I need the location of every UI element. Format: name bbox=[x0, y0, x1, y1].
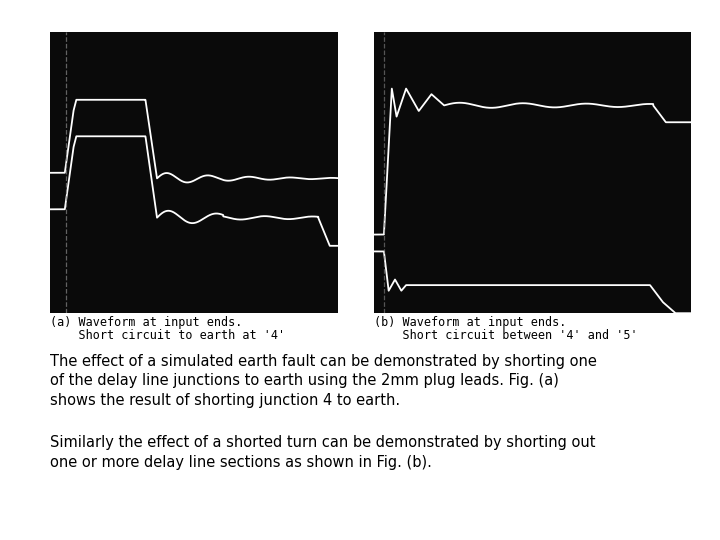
Text: (b) Waveform at input ends.: (b) Waveform at input ends. bbox=[374, 316, 567, 329]
Text: The effect of a simulated earth fault can be demonstrated by shorting one
of the: The effect of a simulated earth fault ca… bbox=[50, 354, 598, 408]
Text: Short circuit between '4' and '5': Short circuit between '4' and '5' bbox=[374, 329, 638, 342]
Text: (a) Waveform at input ends.: (a) Waveform at input ends. bbox=[50, 316, 243, 329]
Text: Similarly the effect of a shorted turn can be demonstrated by shorting out
one o: Similarly the effect of a shorted turn c… bbox=[50, 435, 596, 469]
Text: Short circuit to earth at '4': Short circuit to earth at '4' bbox=[50, 329, 286, 342]
